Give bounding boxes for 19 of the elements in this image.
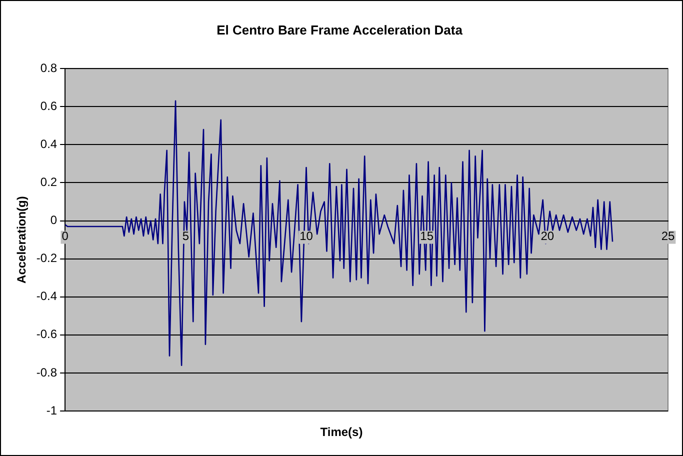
y-axis-title: Acceleration(g) [14,196,29,284]
x-tick-label: 15 [420,229,434,244]
y-tick-label: -0.8 [36,365,58,380]
y-tick-label: 0.2 [40,175,58,190]
x-tick-label: 0 [62,229,69,244]
y-tick-label: -0.6 [36,327,58,342]
y-tick-label: 0.4 [40,137,58,151]
y-tick-label: 0.6 [40,98,58,113]
y-tick-label: -1 [46,403,58,418]
x-tick-label: 25 [661,229,675,244]
x-tick-label: 5 [182,229,190,244]
x-tick-label: 10 [300,229,314,244]
y-tick-label: 0 [50,213,58,228]
x-tick-label: 20 [540,229,554,244]
x-axis-title: Time(s) [319,425,364,439]
y-tick-label: 0.8 [40,60,58,75]
chart-title: El Centro Bare Frame Acceleration Data [216,22,464,38]
y-tick-label: -0.2 [36,251,58,266]
y-tick-label: -0.4 [36,289,58,304]
